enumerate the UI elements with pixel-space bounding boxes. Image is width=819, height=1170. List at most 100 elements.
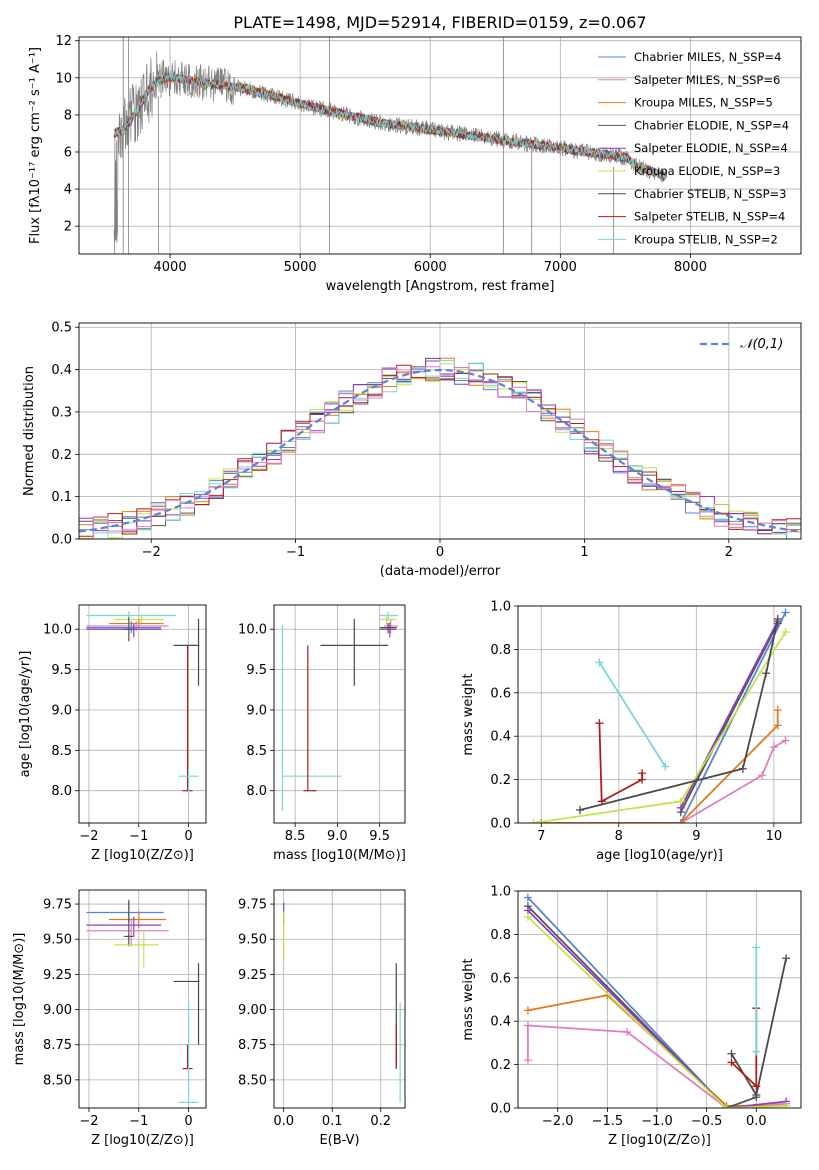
chart-panel-7: −2.0 −1.5 −1.0 −0.5 0.0 0.0 0.2 0.4 0.6 0.8 1.0 Z [… [461, 885, 802, 1148]
weight-marker-chabrier_stelib [762, 669, 771, 678]
x-tick-label: 0.1 [322, 1114, 343, 1129]
x-tick-label: 9.5 [369, 829, 390, 844]
x-axis-label: Z [log10(Z/Z⊙)] [91, 848, 194, 863]
y-tick-label: 9.0 [51, 703, 72, 718]
plot-area [86, 899, 200, 1103]
weight-marker-salpeter_miles [623, 1028, 632, 1037]
weight-marker-kroupa_elodie [782, 1101, 791, 1108]
axes-frame [273, 889, 406, 1109]
normal-curve [79, 368, 799, 533]
model-spectrum-kroupa_stelib [113, 71, 665, 179]
y-tick-label: 9.00 [238, 1003, 267, 1018]
y-axis-label: Normed distribution [22, 366, 37, 496]
figure-title: PLATE=1498, MJD=52914, FIBERID=0159, z=0… [233, 13, 646, 32]
x-tick-label: 7000 [544, 260, 577, 275]
plot-area [86, 611, 200, 795]
y-tick-label: 0.3 [51, 405, 72, 420]
y-tick-label: 9.75 [238, 898, 267, 913]
y-tick-label: 12 [55, 34, 72, 49]
weight-marker-kroupa_elodie [529, 819, 538, 823]
x-tick-label: 1 [580, 545, 588, 560]
weight-marker-salpeter_miles [523, 1056, 532, 1065]
x-axis-label: E(B-V) [319, 1133, 359, 1148]
weight-marker-chabrier_stelib [576, 805, 585, 814]
x-tick-label: 0.0 [273, 1114, 294, 1129]
y-tick-label: 8.5 [246, 744, 267, 759]
y-tick-label: 9.50 [238, 933, 267, 948]
plot-area [283, 902, 401, 1103]
y-tick-label: 0.0 [51, 533, 72, 548]
x-tick-label: −2.0 [542, 1114, 574, 1129]
weight-line-salpeter_miles [680, 739, 786, 823]
chart-panel-5: −2 −1 0 8.50 8.75 9.00 9.25 9.50 9.75 Z [log10(Z/… [12, 889, 207, 1148]
y-tick-label: 1.0 [490, 600, 511, 615]
y-tick-label: 10.0 [238, 623, 267, 638]
x-axis-label: (data-model)/error [380, 564, 501, 579]
x-tick-label: −1.5 [592, 1114, 624, 1129]
x-tick-label: 9.0 [327, 829, 348, 844]
weight-line-chabrier_miles [527, 896, 757, 1108]
x-tick-label: −2 [79, 829, 98, 844]
x-tick-label: 0.0 [746, 1114, 767, 1129]
x-tick-label: −1 [129, 829, 148, 844]
legend-label: Salpeter MILES, N_SSP=6 [634, 73, 780, 87]
x-axis-label: Z [log10(Z/Z⊙)] [608, 1133, 711, 1148]
legend-label: Salpeter STELIB, N_SSP=4 [634, 210, 785, 224]
weight-marker-chabrier_miles [523, 893, 532, 902]
weight-marker-salpeter_miles [523, 1021, 532, 1030]
y-tick-label: 8.75 [238, 1038, 267, 1053]
y-tick-label: 4 [64, 183, 72, 198]
weight-marker-chabrier_stelib [738, 764, 747, 773]
weight-line-salpeter_elodie [527, 909, 787, 1108]
y-tick-label: 9.5 [51, 663, 72, 678]
y-tick-label: 0.4 [51, 363, 72, 378]
y-tick-label: 9.5 [246, 663, 267, 678]
y-tick-label: 10 [55, 71, 72, 86]
weight-line-kroupa_elodie [527, 916, 787, 1108]
axes-frame [517, 605, 802, 824]
x-axis-label: Z [log10(Z/Z⊙)] [91, 1133, 194, 1148]
y-tick-label: 0.6 [490, 971, 511, 986]
weight-marker-salpeter_miles [758, 771, 767, 780]
weight-marker-salpeter_stelib [752, 1082, 761, 1091]
chart-panel-2: −2 −1 0 8.0 8.5 9.0 9.5 10.0 Z [log10(Z/Z⊙)] age … [18, 604, 207, 863]
y-tick-label: 0.4 [490, 730, 511, 745]
y-axis-label: mass weight [461, 673, 476, 755]
x-tick-label: 8 [615, 829, 623, 844]
weight-marker-kroupa_miles [676, 819, 685, 823]
y-axis-label: mass [log10(M/M⊙)] [12, 933, 27, 1066]
weight-marker-kroupa_stelib [661, 762, 670, 771]
x-tick-label: 0 [184, 829, 192, 844]
x-tick-label: 4000 [154, 260, 187, 275]
weight-marker-kroupa_miles [523, 1006, 532, 1015]
x-tick-label: −1.0 [641, 1114, 673, 1129]
y-tick-label: 9.0 [246, 703, 267, 718]
plot-area [523, 893, 791, 1108]
y-tick-label: 0.8 [490, 643, 511, 658]
weight-line-chabrier_elodie [527, 905, 757, 1108]
x-tick-label: 10 [766, 829, 783, 844]
weight-line-chabrier_stelib [730, 958, 787, 1098]
axes-frame [273, 604, 406, 824]
legend-label: 𝒩(0,1) [740, 337, 783, 352]
legend-label: Kroupa STELIB, N_SSP=2 [634, 232, 778, 246]
weight-marker-kroupa_miles [773, 706, 782, 715]
y-tick-label: 10.0 [43, 623, 72, 638]
y-tick-label: 0.2 [51, 448, 72, 463]
legend-label: Kroupa ELODIE, N_SSP=3 [634, 164, 780, 178]
y-tick-label: 8.50 [43, 1073, 72, 1088]
weight-line-kroupa_miles [541, 710, 779, 823]
y-axis-label: age [log10(age/yr)] [18, 651, 33, 778]
weight-marker-salpeter_miles [781, 736, 790, 745]
axes-frame [517, 890, 802, 1109]
x-tick-label: 9 [692, 829, 700, 844]
weight-marker-salpeter_stelib [638, 769, 647, 778]
weight-marker-kroupa_elodie [676, 797, 685, 806]
y-tick-label: 0.8 [490, 928, 511, 943]
legend-label: Salpeter ELODIE, N_SSP=4 [634, 141, 788, 155]
weight-marker-salpeter_miles [769, 743, 778, 752]
weight-marker-kroupa_stelib [752, 943, 761, 952]
y-tick-label: 8.5 [51, 744, 72, 759]
x-tick-label: 0 [436, 545, 444, 560]
